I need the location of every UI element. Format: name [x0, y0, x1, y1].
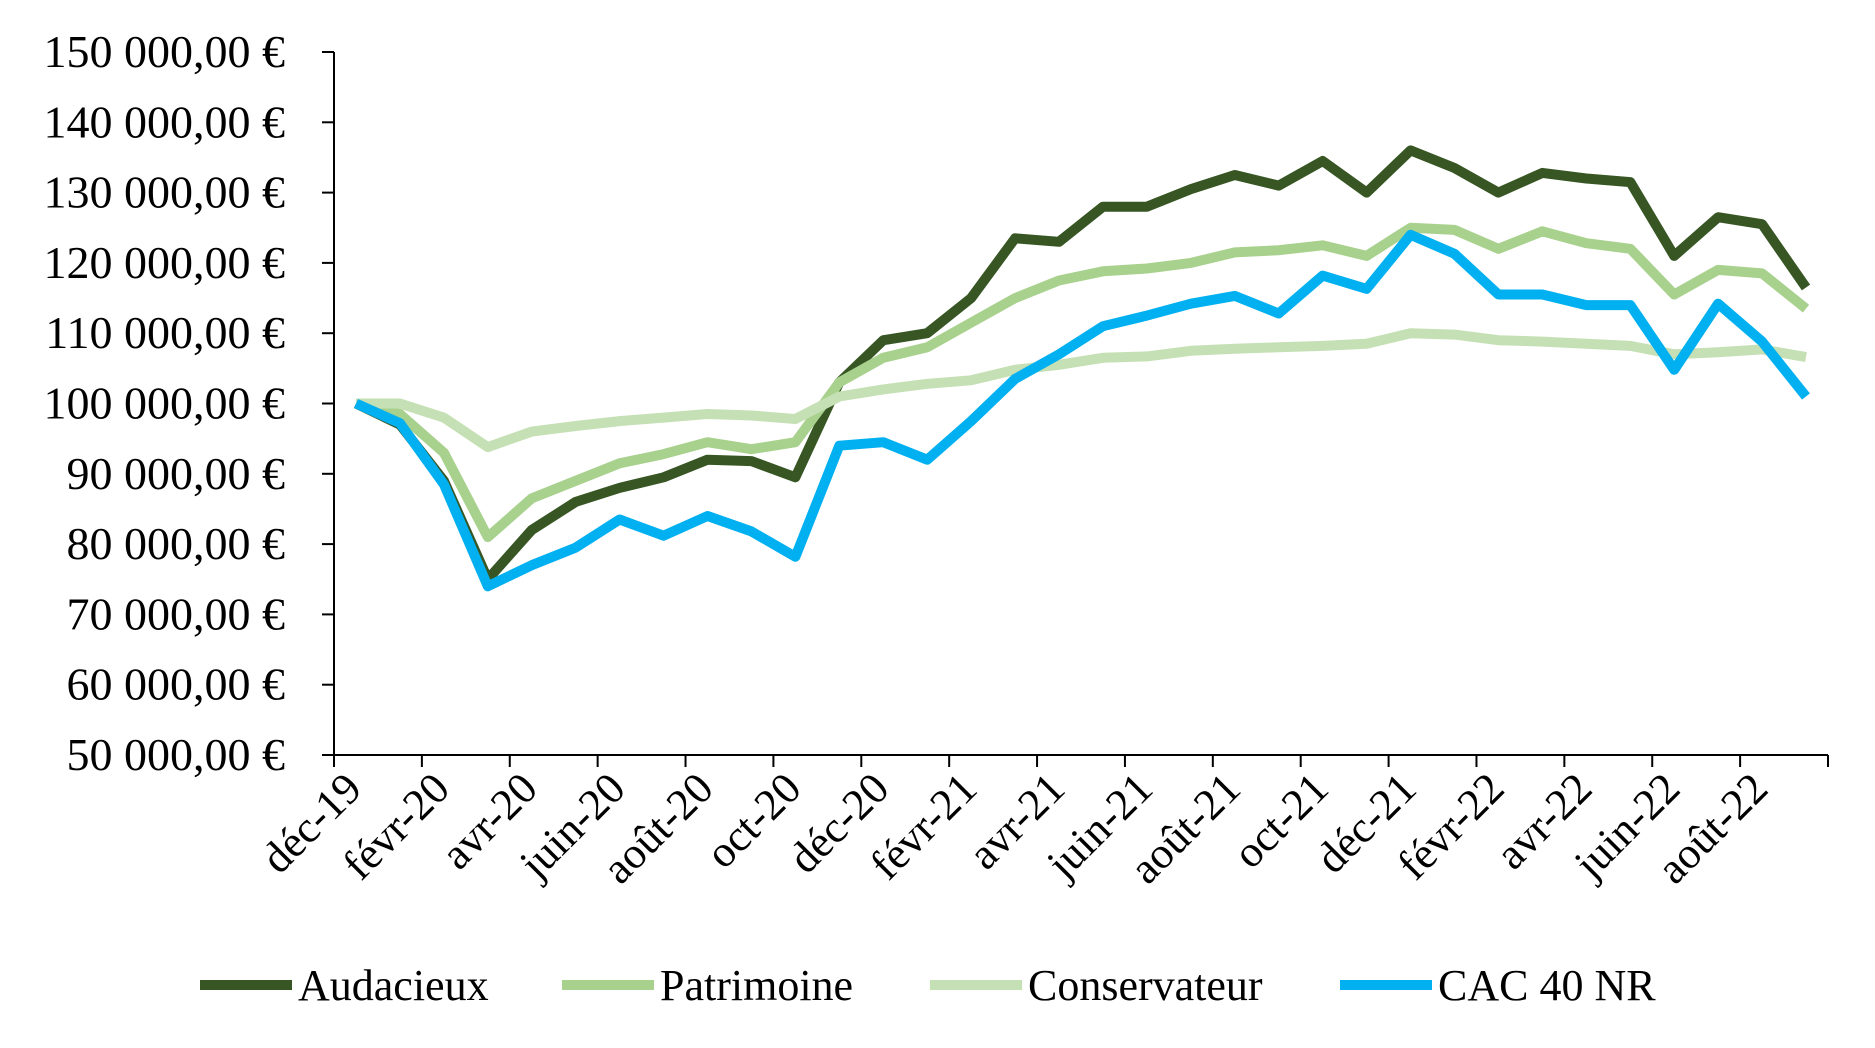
legend-label-audacieux: Audacieux: [298, 961, 489, 1010]
y-axis: 50 000,00 € 60 000,00 € 70 000,00 € 80 000,…: [44, 26, 335, 780]
y-tick-label: 90 000,00 €: [67, 448, 286, 499]
series-line-cac-40-nr: [353, 229, 1810, 592]
series-line-conservateur: [356, 328, 1807, 453]
series-lines: [353, 145, 1811, 592]
y-tick-label: 130 000,00 €: [44, 167, 286, 218]
legend: Audacieux Patrimoine Conservateur CAC 40 NR: [200, 961, 1656, 1010]
y-tick-label: 100 000,00 €: [44, 378, 286, 429]
y-tick-label: 70 000,00 €: [67, 588, 286, 639]
y-tick-label: 120 000,00 €: [44, 237, 286, 288]
y-tick-label: 150 000,00 €: [44, 26, 286, 77]
y-tick-label: 110 000,00 €: [45, 307, 285, 358]
legend-label-conservateur: Conservateur: [1028, 961, 1263, 1010]
y-tick-label: 50 000,00 €: [67, 729, 286, 780]
y-tick-label: 140 000,00 €: [44, 96, 286, 147]
x-axis: déc-19févr-20avr-20juin-20août-20oct-20d…: [252, 754, 1829, 893]
legend-label-cac-40-nr: CAC 40 NR: [1438, 961, 1656, 1010]
series-line-audacieux: [353, 145, 1811, 585]
series-line-patrimoine: [354, 222, 1810, 543]
y-tick-label: 80 000,00 €: [67, 518, 286, 569]
legend-label-patrimoine: Patrimoine: [660, 961, 853, 1010]
y-tick-label: 60 000,00 €: [67, 659, 286, 710]
